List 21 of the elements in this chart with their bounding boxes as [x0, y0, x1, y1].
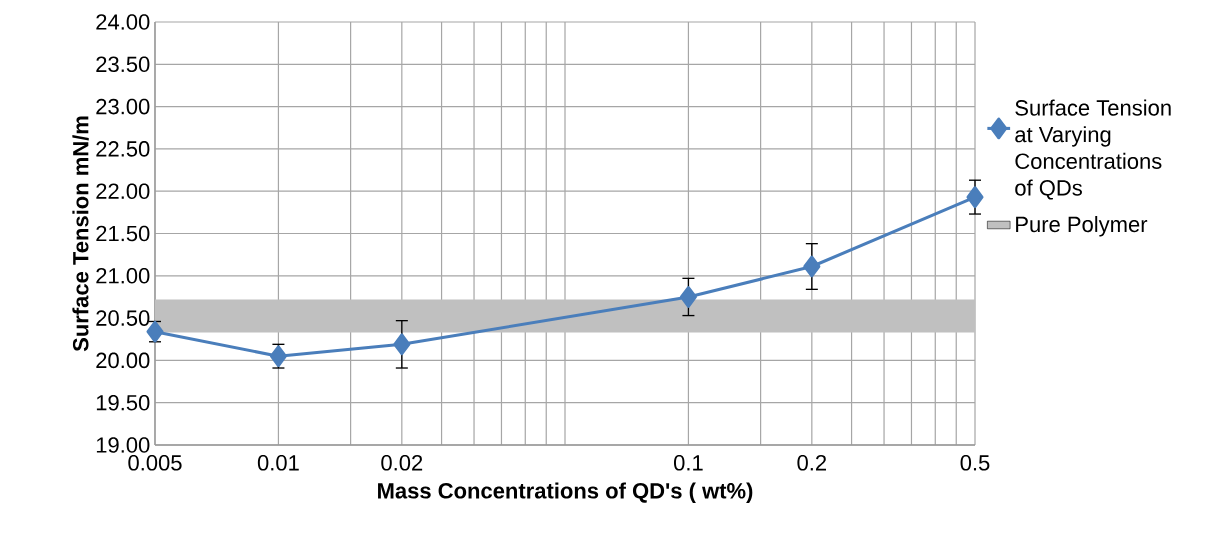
y-tick-label: 24.00 — [96, 14, 150, 30]
y-tick-label: 22.00 — [96, 183, 150, 199]
x-tick-label: 0.2 — [797, 455, 827, 471]
legend-label: Pure Polymer — [1016, 216, 1148, 237]
y-tick-label: 22.50 — [96, 141, 150, 157]
x-axis-title: Mass Concentrations of QD's ( wt%) — [378, 482, 753, 503]
x-tick-label: 0.5 — [960, 455, 990, 471]
y-tick-label: 21.00 — [96, 268, 150, 284]
y-tick-label: 19.50 — [96, 394, 150, 411]
x-tick-label: 0.005 — [128, 455, 182, 471]
y-tick-label: 23.50 — [96, 56, 150, 73]
y-tick-label: 20.50 — [96, 310, 150, 326]
x-tick-label: 0.02 — [381, 455, 423, 471]
x-tick-label: 0.1 — [673, 455, 703, 471]
y-axis-title: Surface Tension mN/m — [72, 116, 89, 352]
legend-label: Surface Tension at Varying Concentrations of QDs — [1015, 99, 1171, 200]
y-tick-label: 21.50 — [96, 225, 150, 242]
y-tick-label: 19.00 — [96, 437, 150, 453]
x-tick-label: 0.01 — [257, 455, 299, 471]
y-tick-label: 23.00 — [96, 98, 150, 115]
y-tick-label: 20.00 — [96, 352, 150, 369]
